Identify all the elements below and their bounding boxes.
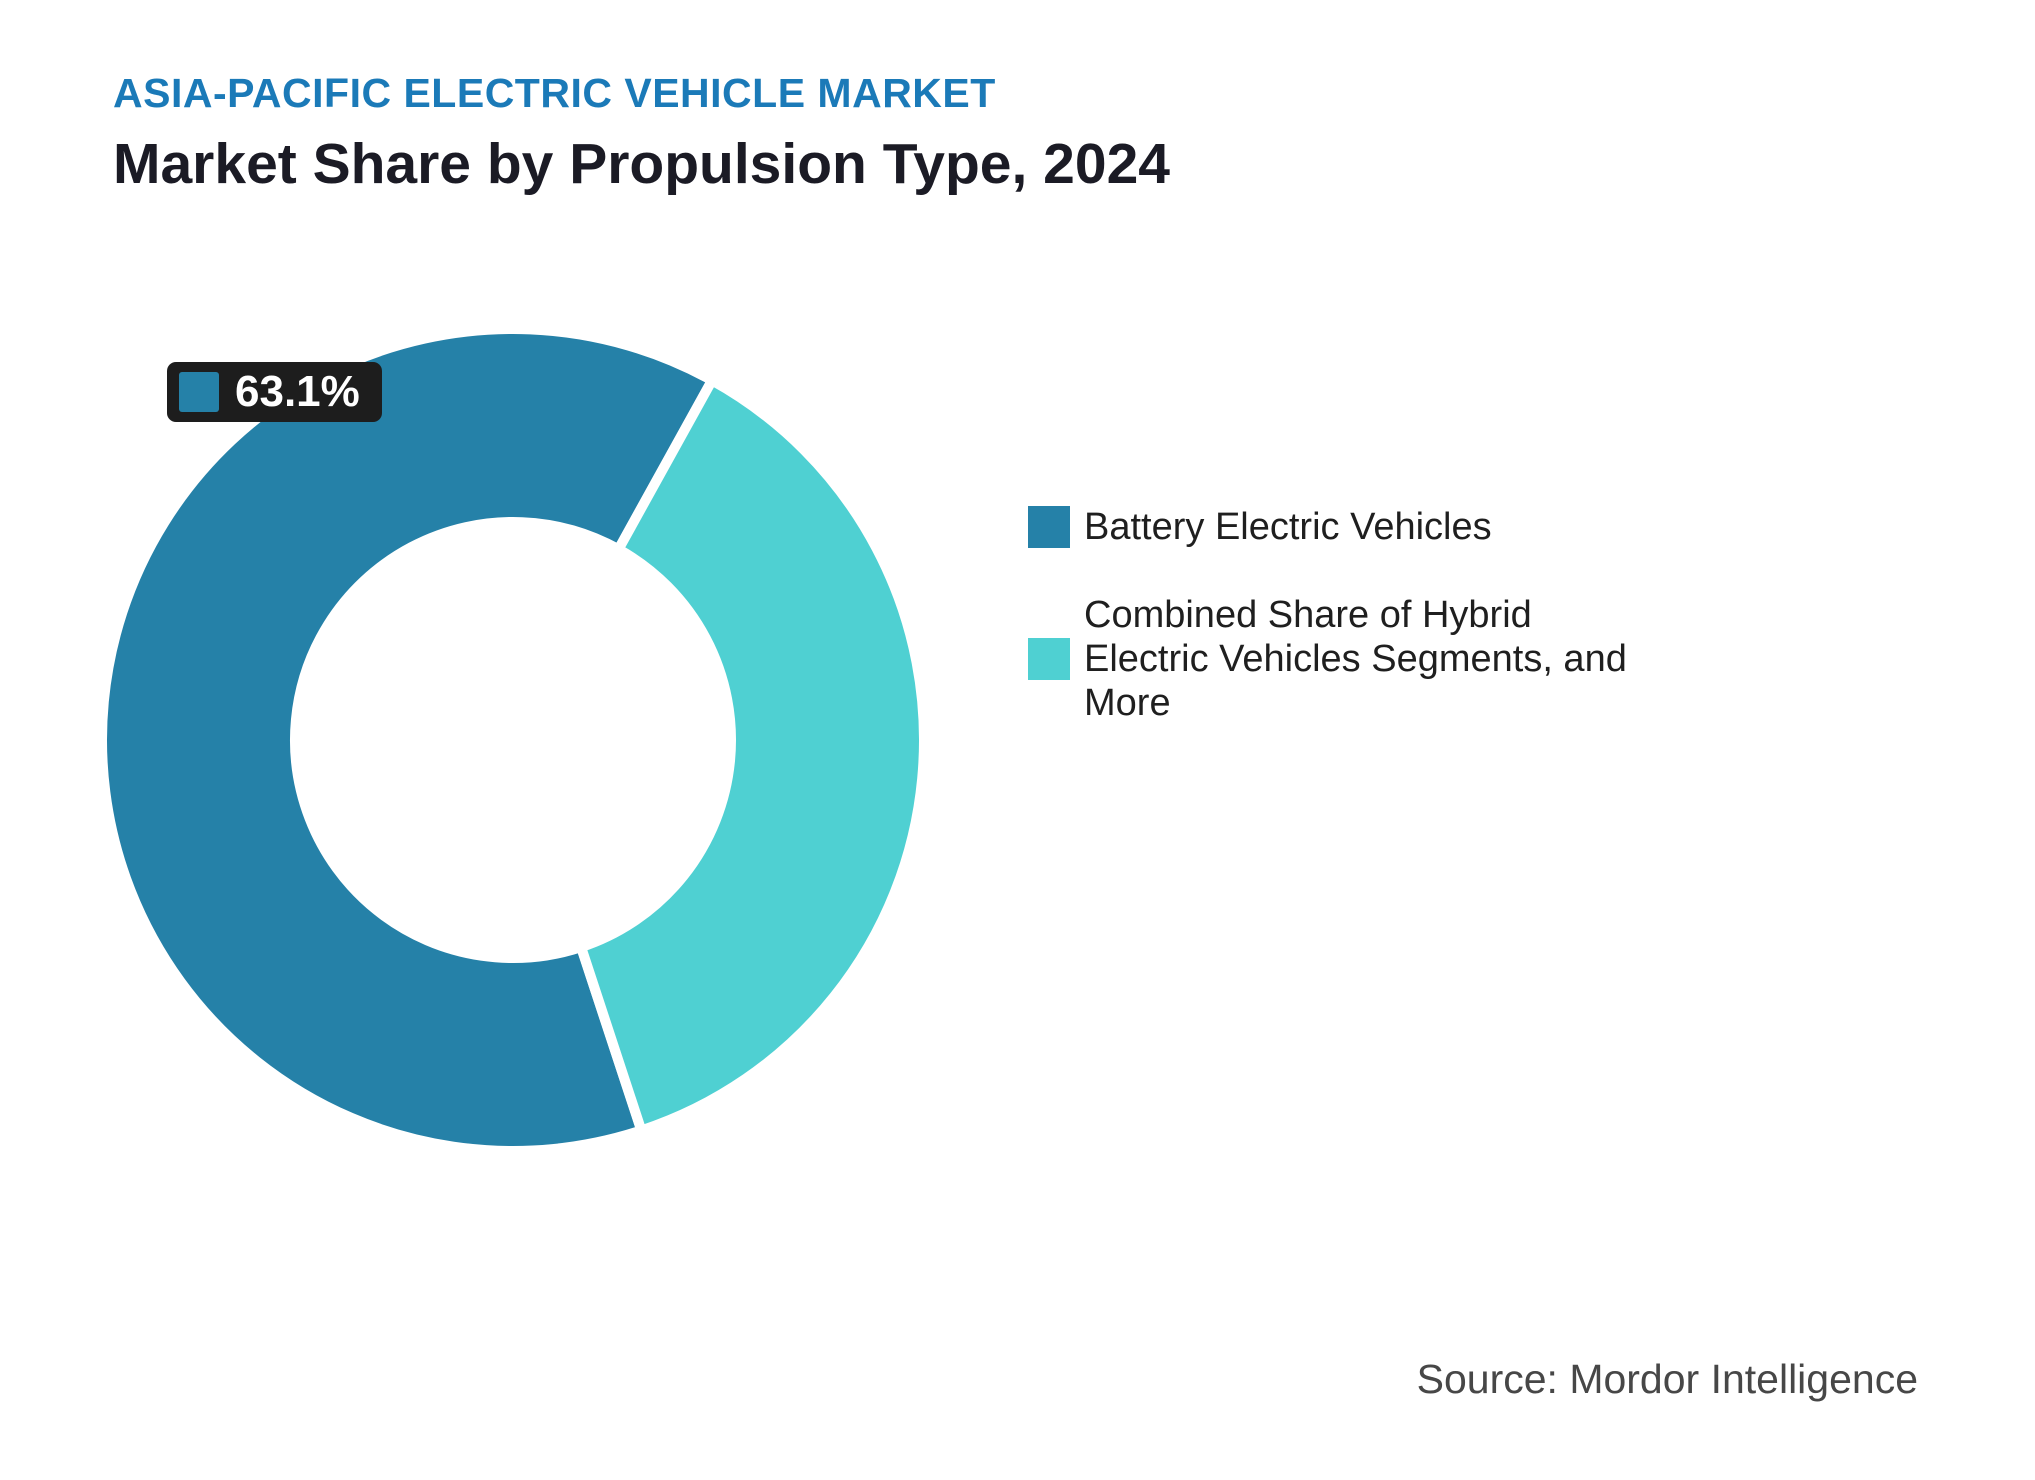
legend-item-hybrid-and-more[interactable]: Combined Share of Hybrid Electric Vehicl… [1028, 593, 1627, 725]
legend-swatch-battery-electric-vehicles [1028, 506, 1070, 548]
donut-slice-0[interactable] [97, 324, 719, 1156]
legend-swatch-hybrid-and-more [1028, 638, 1070, 680]
legend-label-hybrid-and-more: Combined Share of Hybrid Electric Vehicl… [1084, 594, 1627, 724]
legend-label-battery-electric-vehicles: Battery Electric Vehicles [1084, 506, 1492, 548]
legend-item-battery-electric-vehicles[interactable]: Battery Electric Vehicles [1028, 505, 1627, 549]
source-attribution: Source: Mordor Intelligence [1416, 1356, 1918, 1402]
data-label-value: 63.1% [235, 367, 360, 416]
legend: Battery Electric Vehicles Combined Share… [1028, 505, 1627, 725]
donut-slices [97, 324, 929, 1156]
donut-chart [97, 324, 929, 1156]
data-label-swatch [179, 372, 219, 412]
chart-title: Market Share by Propulsion Type, 2024 [113, 132, 1170, 196]
donut-slice-1[interactable] [574, 373, 929, 1137]
data-label: 63.1% [167, 362, 382, 422]
market-name-heading: ASIA-PACIFIC ELECTRIC VEHICLE MARKET [113, 70, 996, 116]
chart-header: ASIA-PACIFIC ELECTRIC VEHICLE MARKET Mar… [113, 70, 1170, 197]
